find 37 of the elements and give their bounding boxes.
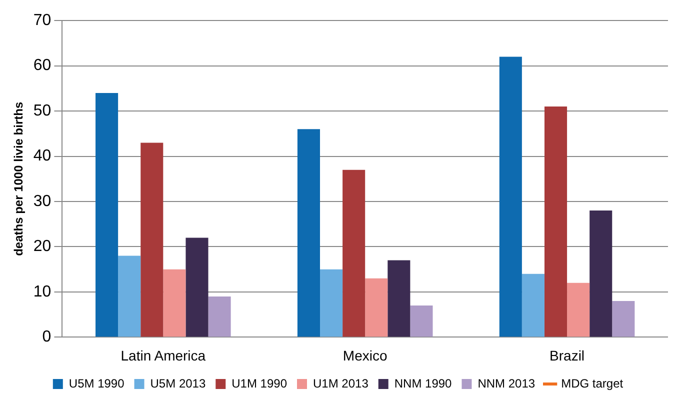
y-tick-label: 60	[33, 57, 52, 74]
y-tick-label: 40	[33, 148, 52, 165]
legend-label: NNM 1990	[394, 376, 452, 390]
bar	[208, 296, 231, 337]
bar	[567, 282, 590, 337]
bar	[342, 170, 366, 337]
bar	[140, 142, 164, 337]
bar	[320, 269, 343, 337]
bar	[522, 274, 544, 337]
bar	[96, 92, 118, 337]
x-tick-label: Latin America	[120, 347, 206, 364]
x-tick-label: Brazil	[550, 347, 585, 364]
bar	[118, 256, 141, 337]
y-tick-label: 70	[33, 12, 52, 30]
legend-label: U1M 1990	[232, 376, 288, 390]
y-tick-label: 30	[33, 192, 52, 210]
legend-label: U5M 2013	[150, 376, 206, 390]
bar	[365, 278, 388, 337]
bar	[297, 129, 320, 337]
y-tick-label: 10	[33, 283, 52, 300]
bar	[590, 210, 612, 337]
y-axis-title: deaths per 1000 livie births	[12, 102, 26, 256]
bar	[612, 301, 635, 337]
bar	[410, 306, 433, 337]
legend-label: NNM 2013	[478, 376, 536, 390]
bar	[499, 56, 522, 337]
bar	[163, 269, 186, 337]
legend-label: U1M 2013	[313, 376, 369, 390]
legend-label: U5M 1990	[68, 376, 125, 390]
x-tick-label: Mexico	[342, 347, 388, 364]
bar	[186, 238, 208, 337]
legend-label: MDG target	[561, 376, 624, 390]
bar	[388, 260, 410, 337]
y-tick-label: 20	[33, 238, 52, 256]
y-tick-label: 0	[42, 328, 52, 346]
y-tick-label: 50	[33, 102, 52, 120]
bar	[544, 106, 568, 337]
